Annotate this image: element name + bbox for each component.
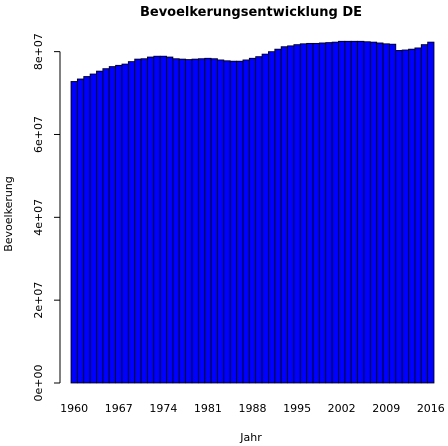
bar-1966 — [108, 66, 116, 384]
bar-1975 — [166, 56, 174, 384]
x-tick-label-2009: 2009 — [372, 402, 400, 415]
bar-2012 — [401, 49, 409, 384]
x-axis-label: Jahr — [239, 431, 262, 444]
y-tick-label: 2e+07 — [32, 282, 45, 319]
y-tick-label: 6e+07 — [32, 116, 45, 153]
y-tick-label: 4e+07 — [32, 199, 45, 236]
bar-1999 — [318, 42, 327, 384]
x-axis: 1960 1967 1974 1981 1988 1995 2002 2009 2016 — [60, 402, 445, 415]
bar-1996 — [299, 43, 308, 384]
x-tick-label-1988: 1988 — [239, 402, 267, 415]
bar-1973 — [153, 55, 161, 384]
bar-2001 — [331, 41, 339, 384]
bar-1964 — [96, 70, 104, 384]
bar-1969 — [127, 61, 136, 384]
bar-2007 — [369, 41, 378, 384]
chart-title: Bevoelkerungsentwicklung DE — [140, 5, 362, 20]
bar-1986 — [236, 60, 244, 384]
bar-1977 — [178, 58, 187, 384]
bar-2011 — [395, 50, 403, 384]
x-tick-label-1960: 1960 — [60, 402, 88, 415]
bar-1987 — [242, 59, 250, 384]
bar-1989 — [255, 56, 263, 384]
x-tick-label-1981: 1981 — [194, 402, 222, 415]
bar-1961 — [76, 78, 85, 384]
bar-1985 — [229, 60, 237, 384]
bar-1988 — [248, 57, 257, 384]
y-tick-label: 0e+00 — [32, 365, 45, 402]
bar-2006 — [363, 41, 371, 384]
bar-1990 — [261, 53, 269, 384]
bar-2013 — [408, 48, 416, 384]
x-tick-label-2002: 2002 — [328, 402, 356, 415]
bar-2003 — [344, 40, 352, 384]
bar-1976 — [172, 58, 180, 384]
bar-1960 — [70, 81, 78, 384]
bar-2002 — [338, 40, 346, 384]
bar-1982 — [210, 58, 218, 384]
bar-1984 — [223, 60, 231, 384]
bar-2010 — [389, 43, 397, 384]
x-tick-label-1967: 1967 — [105, 402, 133, 415]
y-axis-label: Bevoelkerung — [2, 176, 15, 252]
bar-1983 — [217, 59, 225, 384]
bar-1970 — [134, 58, 142, 384]
bar-2015 — [420, 44, 429, 384]
bar-2004 — [350, 40, 358, 384]
bar-1981 — [204, 57, 212, 384]
x-tick-label-1995: 1995 — [283, 402, 311, 415]
bar-1968 — [121, 63, 129, 384]
bar-1971 — [140, 58, 148, 384]
bar-1997 — [306, 42, 314, 384]
bar-1962 — [83, 76, 91, 384]
bar-1995 — [293, 44, 301, 384]
bar-1994 — [287, 45, 295, 384]
x-tick-label-2016: 2016 — [417, 402, 445, 415]
bar-2008 — [376, 42, 384, 384]
bar-2000 — [325, 42, 333, 384]
bar-1972 — [147, 56, 155, 384]
bar-1979 — [191, 58, 199, 384]
y-tick-label: 8e+07 — [32, 33, 45, 70]
x-tick-label-1974: 1974 — [149, 402, 177, 415]
bar-1974 — [159, 55, 167, 384]
bar-1965 — [102, 68, 110, 384]
bar-1991 — [268, 51, 276, 384]
bar-2016 — [427, 41, 435, 384]
bar-1978 — [185, 59, 193, 384]
bar-1963 — [89, 73, 97, 384]
bars-group — [70, 40, 435, 384]
bar-2009 — [382, 43, 390, 384]
bar-2005 — [357, 40, 365, 384]
y-axis: 0e+00 2e+07 4e+07 6e+07 8e+07 — [32, 33, 61, 402]
bar-1998 — [312, 42, 320, 384]
bar-1992 — [274, 48, 282, 384]
bar-1993 — [280, 46, 288, 384]
bar-2014 — [414, 47, 422, 384]
bar-1980 — [197, 58, 206, 384]
bar-1967 — [115, 64, 123, 384]
